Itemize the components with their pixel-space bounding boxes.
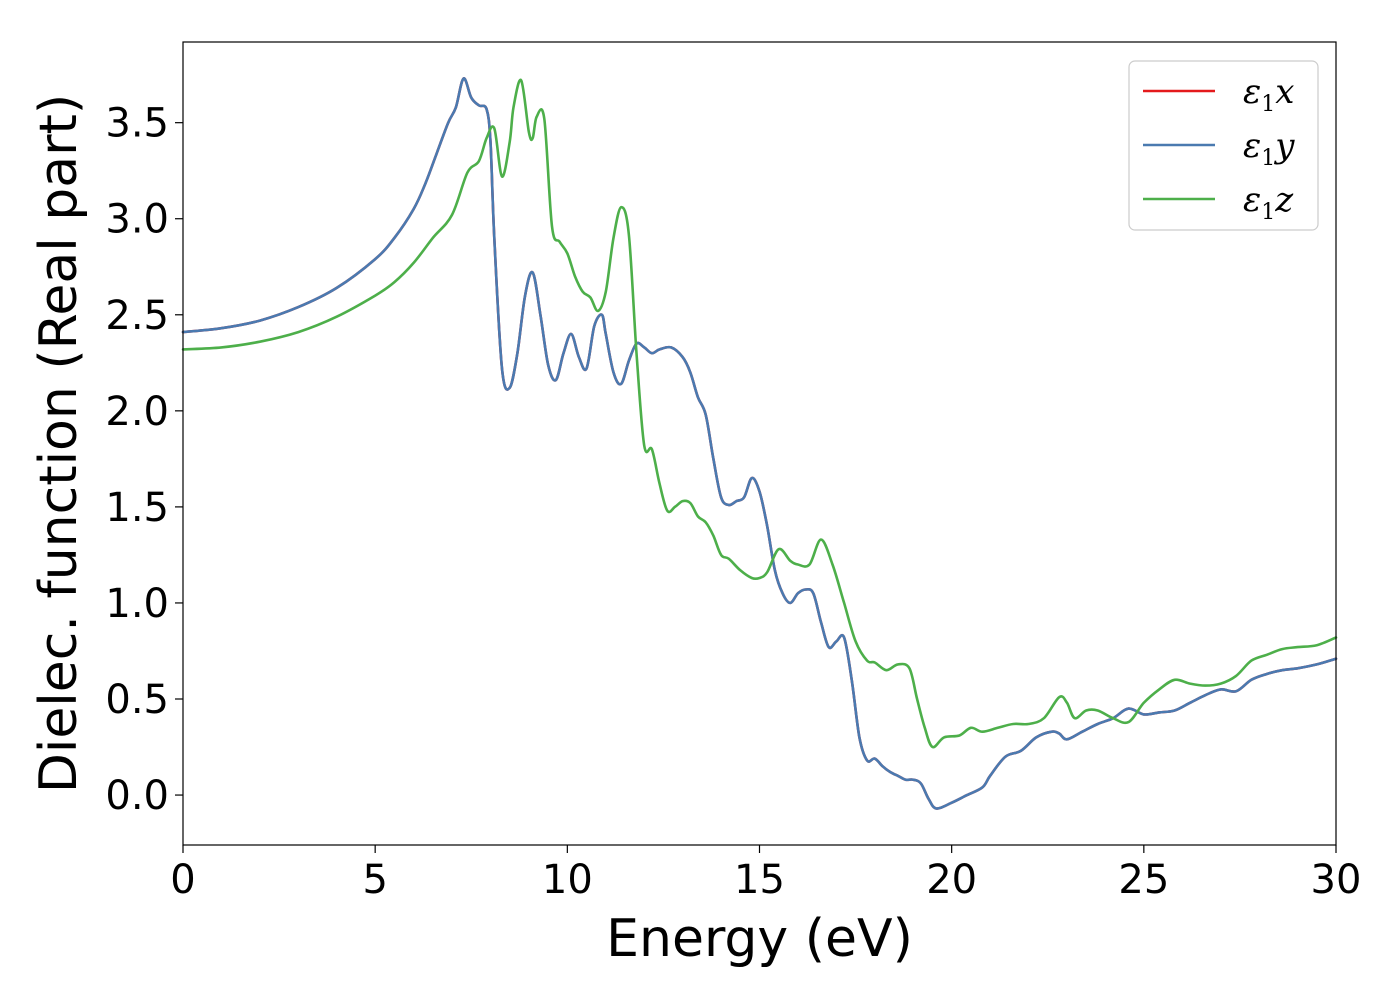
- legend-label-x: ε1x: [1243, 72, 1294, 117]
- x-tick-label: 0: [170, 857, 195, 903]
- legend-box: [1128, 60, 1319, 231]
- x-tick-label: 5: [362, 857, 387, 903]
- x-axis-title: Energy (eV): [606, 909, 913, 969]
- legend-component: y: [1273, 126, 1295, 166]
- x-tick-label: 20: [926, 857, 977, 903]
- series-line-z: [181, 78, 1338, 749]
- legend-epsilon: ε: [1243, 72, 1261, 112]
- series-layer: [181, 77, 1338, 810]
- y-tick-label: 2.5: [105, 293, 169, 339]
- legend-epsilon: ε: [1243, 126, 1261, 166]
- x-axis: 0 5 10 15 20 25 30: [170, 845, 1361, 903]
- y-tick-label: 3.0: [105, 197, 169, 243]
- legend-subscript: 1: [1261, 200, 1275, 225]
- y-tick-label: 0.5: [105, 677, 169, 723]
- y-tick-label: 3.5: [105, 101, 169, 147]
- series-line-y: [181, 77, 1338, 810]
- legend-component: x: [1275, 72, 1294, 112]
- legend-label-z: ε1z: [1243, 180, 1294, 225]
- y-axis-title: Dielec. function (Real part): [29, 94, 89, 793]
- y-tick-label: 1.5: [105, 485, 169, 531]
- y-tick-label: 2.0: [105, 389, 169, 435]
- y-tick-label: 0.0: [105, 773, 169, 819]
- y-axis: 0.0 0.5 1.0 1.5 2.0 2.5 3.0 3.5: [105, 101, 183, 819]
- x-tick-label: 10: [542, 857, 593, 903]
- y-tick-label: 1.0: [105, 581, 169, 627]
- x-tick-label: 30: [1311, 857, 1362, 903]
- legend-subscript: 1: [1261, 146, 1275, 171]
- legend-component: z: [1274, 180, 1294, 220]
- legend-label-y: ε1y: [1243, 126, 1295, 171]
- legend-epsilon: ε: [1243, 180, 1261, 220]
- x-tick-label: 25: [1118, 857, 1169, 903]
- x-tick-label: 15: [734, 857, 785, 903]
- legend-subscript: 1: [1261, 92, 1275, 117]
